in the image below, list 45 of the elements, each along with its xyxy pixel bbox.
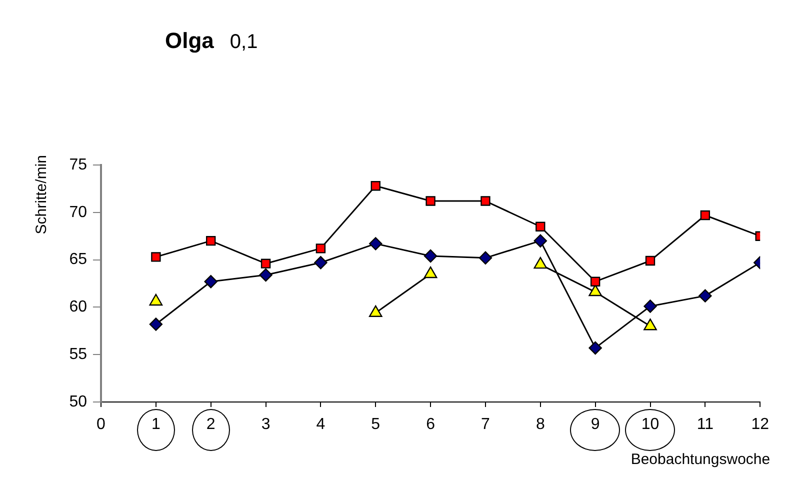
point [259, 268, 272, 282]
point [314, 256, 328, 270]
point [534, 234, 547, 248]
x-tick-label: 4 [316, 416, 326, 434]
y-axis-title: Schritte/min [33, 155, 50, 234]
x-tick-label: 8 [536, 416, 545, 434]
y-tick-label: 50 [69, 393, 88, 410]
x-tick-label: 0 [96, 416, 106, 434]
x-tick-label: 7 [481, 416, 490, 434]
x-tick-label: 2 [206, 416, 216, 434]
y-tick-label: 70 [69, 204, 88, 221]
x-tick-label: 11 [696, 416, 714, 434]
point [204, 275, 218, 288]
point [700, 210, 710, 220]
point [369, 237, 382, 250]
x-tick-label: 12 [751, 416, 770, 434]
point [316, 244, 326, 254]
chart-subtitle: 0,1 [230, 31, 258, 53]
y-tick-label: 65 [69, 251, 88, 268]
y-tick-label: 75 [69, 156, 88, 174]
point [260, 258, 271, 268]
point [151, 252, 161, 262]
x-tick-label: 6 [426, 416, 436, 434]
point [370, 181, 380, 191]
x-tick-label: 5 [371, 416, 380, 434]
point [478, 251, 492, 265]
point [480, 196, 490, 206]
x-tick-label: 1 [151, 416, 160, 434]
chart-title: Olga [165, 28, 215, 53]
x-tick-label: 3 [261, 416, 270, 434]
point [426, 196, 436, 206]
point [644, 300, 657, 313]
point [588, 341, 602, 355]
x-axis-title: Beobachtungswoche [630, 451, 770, 468]
point [698, 289, 712, 302]
x-tick-label: 9 [590, 416, 600, 434]
y-tick-label: 60 [69, 298, 88, 316]
point [424, 249, 438, 263]
point [536, 222, 546, 232]
point [206, 236, 216, 246]
point [645, 256, 656, 266]
y-tick-label: 55 [69, 346, 88, 364]
point [149, 318, 163, 331]
x-tick-label: 10 [641, 416, 660, 434]
point [590, 276, 600, 286]
